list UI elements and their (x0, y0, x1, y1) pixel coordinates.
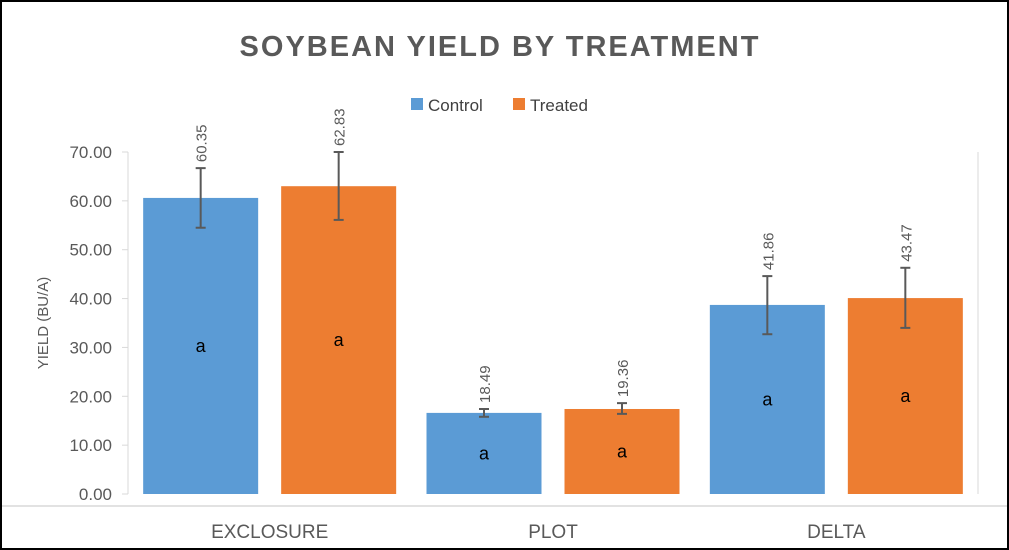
x-category-label: PLOT (528, 522, 578, 543)
x-category-label: DELTA (807, 522, 866, 543)
bar-treated (847, 298, 963, 494)
y-tick-label: 70.00 (69, 143, 112, 162)
bar-treated (564, 408, 680, 494)
significance-letter: a (334, 330, 345, 350)
data-label: 60.35 (194, 125, 211, 163)
legend-swatch-treated (513, 98, 525, 110)
significance-letter: a (479, 443, 490, 463)
y-tick-label: 20.00 (69, 387, 112, 406)
legend: Control Treated (411, 96, 588, 115)
y-tick-label: 50.00 (69, 241, 112, 260)
legend-label-control: Control (428, 96, 483, 115)
legend-swatch-control (411, 98, 423, 110)
bar-control (426, 412, 542, 494)
significance-letter: a (617, 441, 628, 461)
y-tick-label: 30.00 (69, 338, 112, 357)
data-label: 62.83 (332, 108, 349, 146)
significance-letter: a (196, 336, 207, 356)
legend-label-treated: Treated (530, 96, 588, 115)
data-label: 43.47 (898, 224, 915, 262)
x-category-label: EXCLOSURE (211, 522, 328, 543)
y-tick-label: 10.00 (69, 436, 112, 455)
data-label: 41.86 (760, 233, 777, 271)
data-label: 18.49 (477, 365, 494, 403)
bar-control (709, 304, 825, 494)
y-axis-label: YIELD (BU/A) (35, 277, 52, 370)
significance-letter: a (762, 389, 773, 409)
bar-control (143, 197, 259, 494)
significance-letter: a (900, 386, 911, 406)
chart-title: SOYBEAN YIELD BY TREATMENT (240, 31, 761, 63)
bar-treated (281, 186, 397, 494)
y-tick-label: 40.00 (69, 290, 112, 309)
y-tick-label: 60.00 (69, 192, 112, 211)
data-label: 19.36 (615, 360, 632, 398)
y-tick-label: 0.00 (79, 485, 112, 504)
